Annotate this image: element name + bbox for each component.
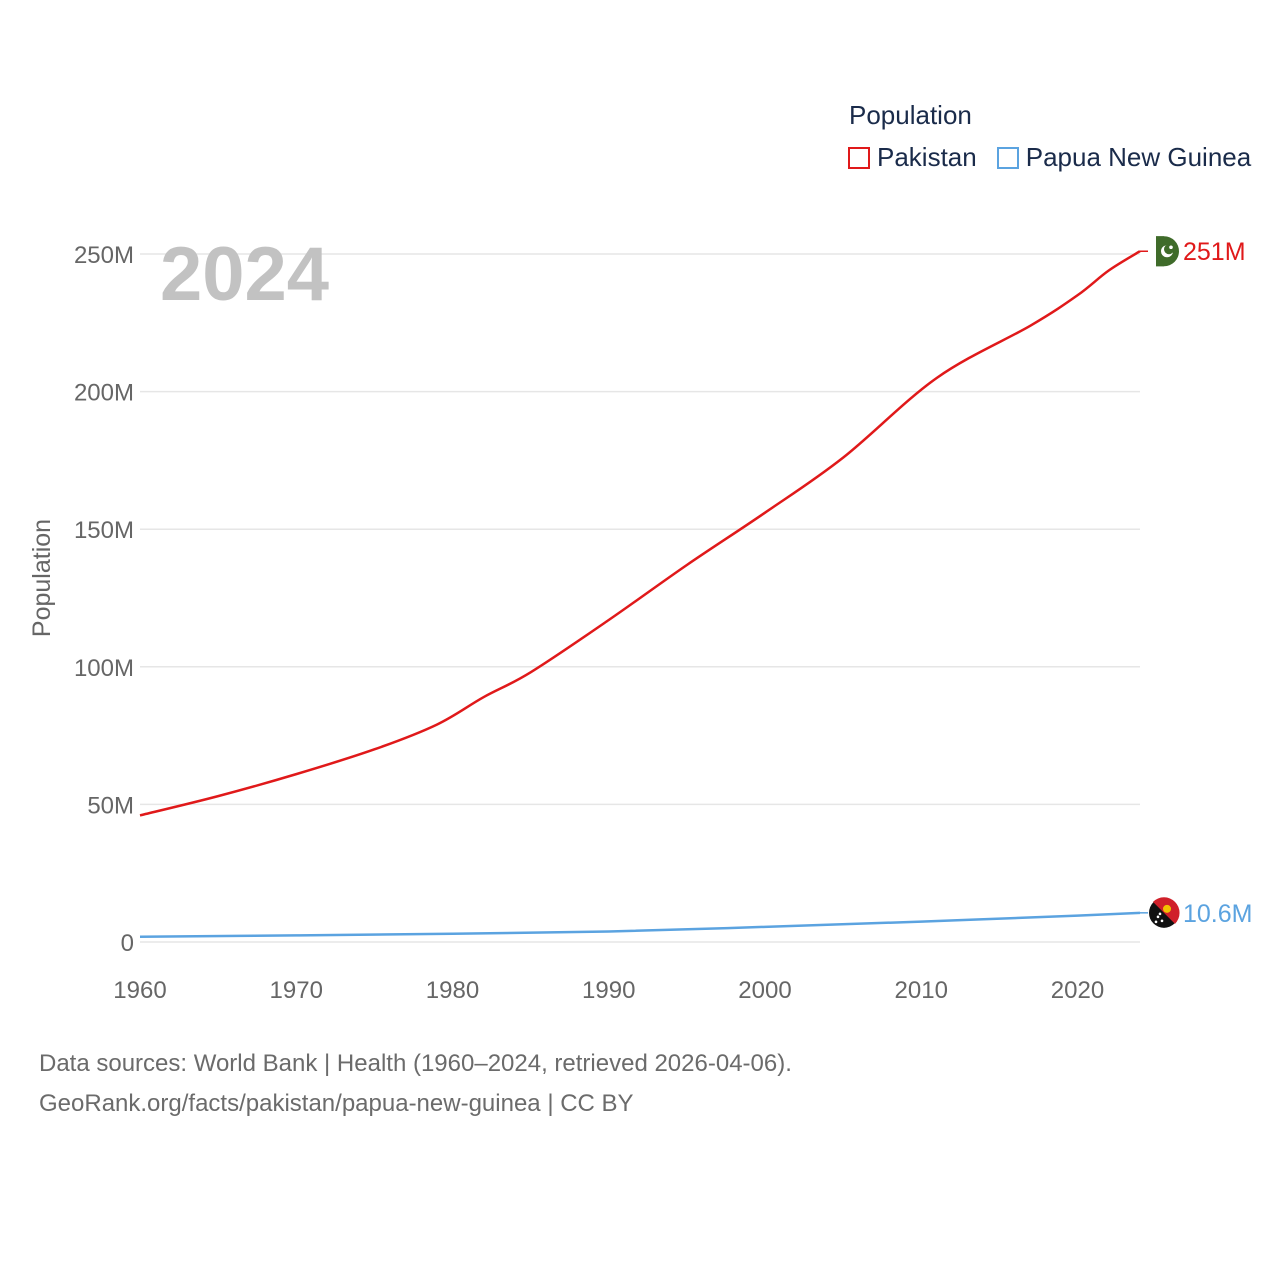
legend-swatch-pakistan <box>848 146 870 169</box>
x-axis-ticks: 1960 1970 1980 1990 2000 2010 2020 <box>113 977 1104 1004</box>
legend: Pakistan Papua New Guinea <box>848 142 1271 173</box>
x-tick-label: 1990 <box>582 977 635 1004</box>
footer-source: Data sources: World Bank | Health (1960–… <box>39 1050 792 1077</box>
year-label: 2024 <box>160 232 329 317</box>
end-label-papua-new-guinea: 10.6M <box>1183 900 1252 928</box>
flag-png-star <box>1156 915 1160 919</box>
x-tick-label: 1970 <box>270 977 323 1004</box>
gridlines <box>140 253 1140 943</box>
flag-pakistan-green-fill <box>1156 236 1164 267</box>
legend-swatch-papua-new-guinea <box>996 146 1019 169</box>
legend-title: Population <box>849 100 972 130</box>
legend-item-papua-new-guinea[interactable]: Papua New Guinea <box>996 142 1252 173</box>
y-tick-label: 150M <box>74 517 134 544</box>
x-tick-label: 1980 <box>426 977 479 1004</box>
series-line-pakistan <box>139 250 1141 817</box>
flag-pakistan-crescent-cut <box>1164 244 1174 255</box>
y-axis-ticks: 0 50M 100M 150M 200M 250M <box>74 242 134 957</box>
flag-papua-new-guinea-icon <box>1149 897 1180 928</box>
flag-png-star <box>1154 920 1158 924</box>
x-tick-label: 2020 <box>1051 977 1104 1004</box>
legend-label-pakistan: Pakistan <box>877 142 977 172</box>
x-tick-label: 2010 <box>895 977 948 1004</box>
flag-png-star <box>1158 912 1162 916</box>
y-tick-label: 50M <box>87 792 134 819</box>
y-tick-label: 0 <box>121 930 134 957</box>
x-tick-label: 2000 <box>738 977 791 1004</box>
series-line-papua-new-guinea <box>139 911 1141 939</box>
flag-png-star <box>1160 919 1164 923</box>
y-tick-label: 100M <box>74 655 134 682</box>
legend-item-pakistan[interactable]: Pakistan <box>848 142 977 173</box>
series-lines <box>139 250 1141 939</box>
y-tick-label: 250M <box>74 242 134 269</box>
x-tick-label: 1960 <box>113 977 166 1004</box>
footer: Data sources: World Bank | Health (1960–… <box>39 1044 792 1124</box>
flag-pakistan-star <box>1169 245 1173 250</box>
footer-link[interactable]: GeoRank.org/facts/pakistan/papua-new-gui… <box>39 1090 634 1117</box>
legend-label-papua-new-guinea: Papua New Guinea <box>1025 142 1252 172</box>
series-end-markers: 251M 10.6M <box>1140 236 1252 928</box>
y-tick-label: 200M <box>74 380 134 407</box>
end-label-pakistan: 251M <box>1183 238 1246 266</box>
y-axis-title: Population <box>28 519 56 637</box>
flag-png-bird <box>1163 904 1171 913</box>
flag-pakistan-icon <box>1149 236 1179 267</box>
